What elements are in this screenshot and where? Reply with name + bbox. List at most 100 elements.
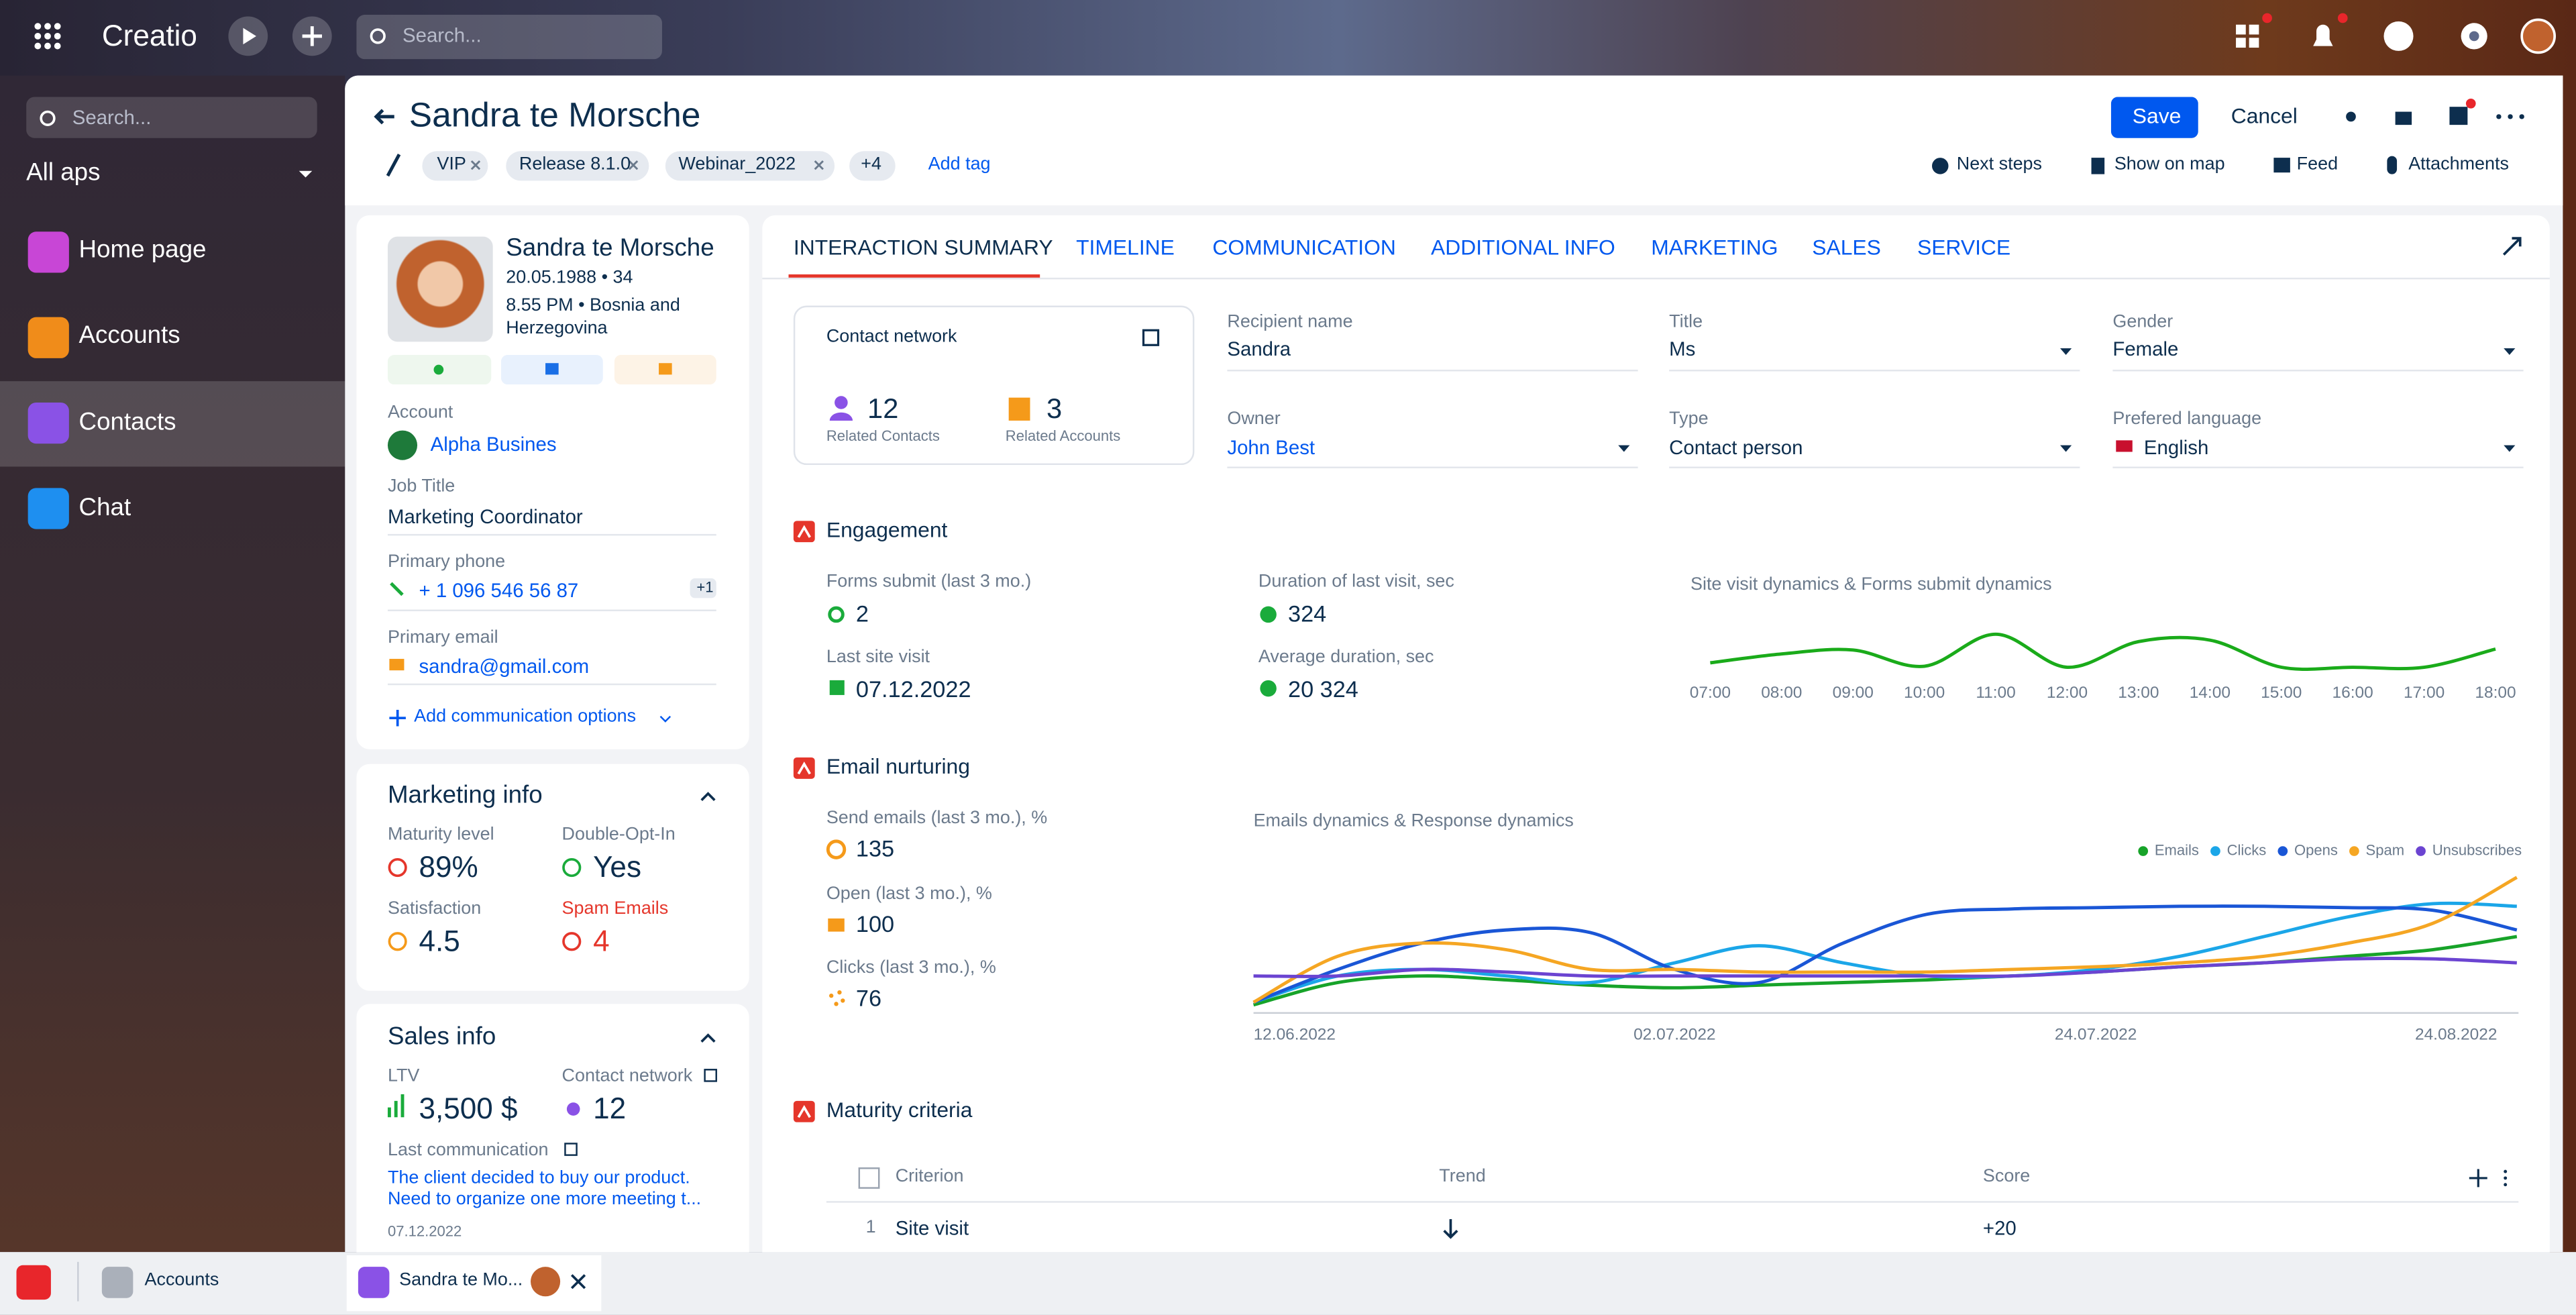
metric-value: 324 — [1288, 600, 1327, 627]
field-label: Job Title — [387, 476, 455, 496]
field-label: Gender — [2112, 312, 2174, 333]
metric-value: 4.5 — [419, 925, 460, 958]
action-button[interactable]: Next steps — [1956, 154, 2043, 174]
phone-badge: +1 — [696, 578, 714, 596]
metric-label: Satisfaction — [387, 898, 482, 919]
metric-label: Forms submit (last 3 mo.) — [826, 572, 1032, 592]
network-label: Related Accounts — [1005, 427, 1121, 445]
last-communication: The client decided to buy our product. N… — [387, 1168, 702, 1210]
metric-value: 4 — [593, 925, 610, 958]
tag: Release 8.1.0 — [519, 154, 631, 174]
column-header: Score — [1982, 1167, 2031, 1187]
action-button[interactable]: Feed — [2296, 154, 2339, 174]
column-header: Criterion — [895, 1167, 964, 1187]
tab[interactable]: SALES — [1812, 234, 1881, 260]
last-communication-date: 07.12.2022 — [387, 1222, 462, 1240]
save-button-label[interactable]: Save — [2132, 103, 2182, 128]
call-button[interactable] — [387, 354, 492, 385]
field-label: Account — [387, 403, 453, 423]
email-button[interactable] — [614, 354, 716, 385]
add-comm-button[interactable]: Add communication options — [414, 706, 637, 727]
field-label: Type — [1669, 409, 1709, 429]
field-value: Marketing Coordinator — [387, 505, 583, 529]
metric-label: Clicks (last 3 mo.), % — [826, 958, 996, 978]
metric-label: Contact network — [561, 1066, 693, 1087]
section-title: Engagement — [826, 517, 948, 542]
search-placeholder: Search... — [402, 23, 482, 47]
cell: +20 — [1982, 1216, 2017, 1240]
field-value: Ms — [1669, 337, 1696, 361]
tab[interactable]: SERVICE — [1917, 234, 2011, 260]
tab[interactable]: COMMUNICATION — [1212, 234, 1396, 260]
record-title: Sandra te Morsche — [409, 97, 701, 135]
column-header: Trend — [1439, 1167, 1486, 1187]
search-placeholder: Search... — [72, 105, 152, 129]
field-label: Primary email — [387, 627, 498, 648]
network-count: 12 — [867, 393, 899, 425]
network-count: 3 — [1046, 393, 1063, 425]
metric-label: Open (last 3 mo.), % — [826, 884, 992, 904]
save-button[interactable] — [2110, 97, 2198, 138]
metric-value: 20 324 — [1288, 676, 1358, 702]
metric-value: 135 — [855, 835, 895, 861]
field-label: Prefered language — [2112, 409, 2262, 429]
metric-label: Double-Opt-In — [561, 825, 676, 845]
add-tag-link[interactable]: Add tag — [928, 154, 991, 174]
brand: Creatio — [101, 19, 197, 52]
nav-item[interactable]: Contacts — [78, 408, 176, 437]
sidebar-search-box[interactable] — [26, 97, 317, 138]
card-title: Sales info — [387, 1022, 496, 1051]
metric-value: 12 — [593, 1092, 627, 1125]
metric-value: 3,500 $ — [419, 1092, 518, 1125]
nav-item[interactable]: Home page — [78, 235, 207, 264]
task-button[interactable]: Accounts — [144, 1270, 219, 1290]
tag-chip[interactable] — [665, 151, 835, 181]
field-label: Title — [1669, 312, 1703, 333]
metric-label: LTV — [387, 1066, 420, 1087]
tab[interactable]: ADDITIONAL INFO — [1431, 234, 1615, 260]
tag: VIP — [437, 154, 466, 174]
action-button[interactable]: Attachments — [2408, 154, 2509, 174]
nav-item[interactable]: Chat — [78, 494, 131, 522]
metric-label: Send emails (last 3 mo.), % — [826, 808, 1048, 829]
field-value: Sandra — [1227, 337, 1291, 361]
chat-button[interactable] — [500, 354, 603, 385]
tag-more: +4 — [861, 154, 881, 174]
task-button[interactable]: Sandra te Mo... — [399, 1270, 523, 1290]
tab[interactable]: INTERACTION SUMMARY — [793, 234, 1053, 260]
tab[interactable]: TIMELINE — [1076, 234, 1175, 260]
field-label: Owner — [1227, 409, 1281, 429]
local-time: 8.55 PM • Bosnia and Herzegovina — [506, 295, 680, 338]
nav-item[interactable]: Accounts — [78, 321, 180, 350]
top-search-box[interactable] — [356, 15, 662, 60]
field-link[interactable]: Alpha Busines — [430, 433, 557, 456]
marketing-card — [356, 764, 749, 991]
network-title: Contact network — [826, 327, 957, 348]
tag-chip[interactable] — [506, 151, 649, 181]
details-card — [762, 215, 2550, 1267]
tag: Webinar_2022 — [678, 154, 796, 174]
section-title: Email nurturing — [826, 753, 970, 779]
field-value: English — [2143, 436, 2209, 460]
metric-value: 76 — [855, 984, 882, 1011]
metric-value: 07.12.2022 — [855, 676, 971, 702]
tab[interactable]: MARKETING — [1651, 234, 1778, 260]
card-title: Marketing info — [387, 781, 543, 810]
cell: Site visit — [895, 1216, 969, 1240]
tag-chip[interactable] — [849, 151, 896, 181]
section-label: All aps — [26, 158, 101, 187]
metric-value: 100 — [855, 910, 895, 937]
network-label: Related Contacts — [826, 427, 940, 445]
field-value: Contact person — [1669, 436, 1803, 460]
network-box — [793, 305, 1195, 466]
sales-card — [356, 1004, 749, 1267]
metric-value: 2 — [855, 600, 869, 627]
field-label: Primary phone — [387, 552, 506, 572]
field-link[interactable]: + 1 096 546 56 87 — [419, 579, 579, 602]
field-link[interactable]: sandra@gmail.com — [419, 654, 590, 678]
action-button[interactable]: Show on map — [2114, 154, 2225, 174]
contact-name: Sandra te Morsche — [506, 234, 714, 262]
cancel-button[interactable]: Cancel — [2231, 103, 2298, 128]
metric-label: Spam Emails — [561, 898, 669, 919]
